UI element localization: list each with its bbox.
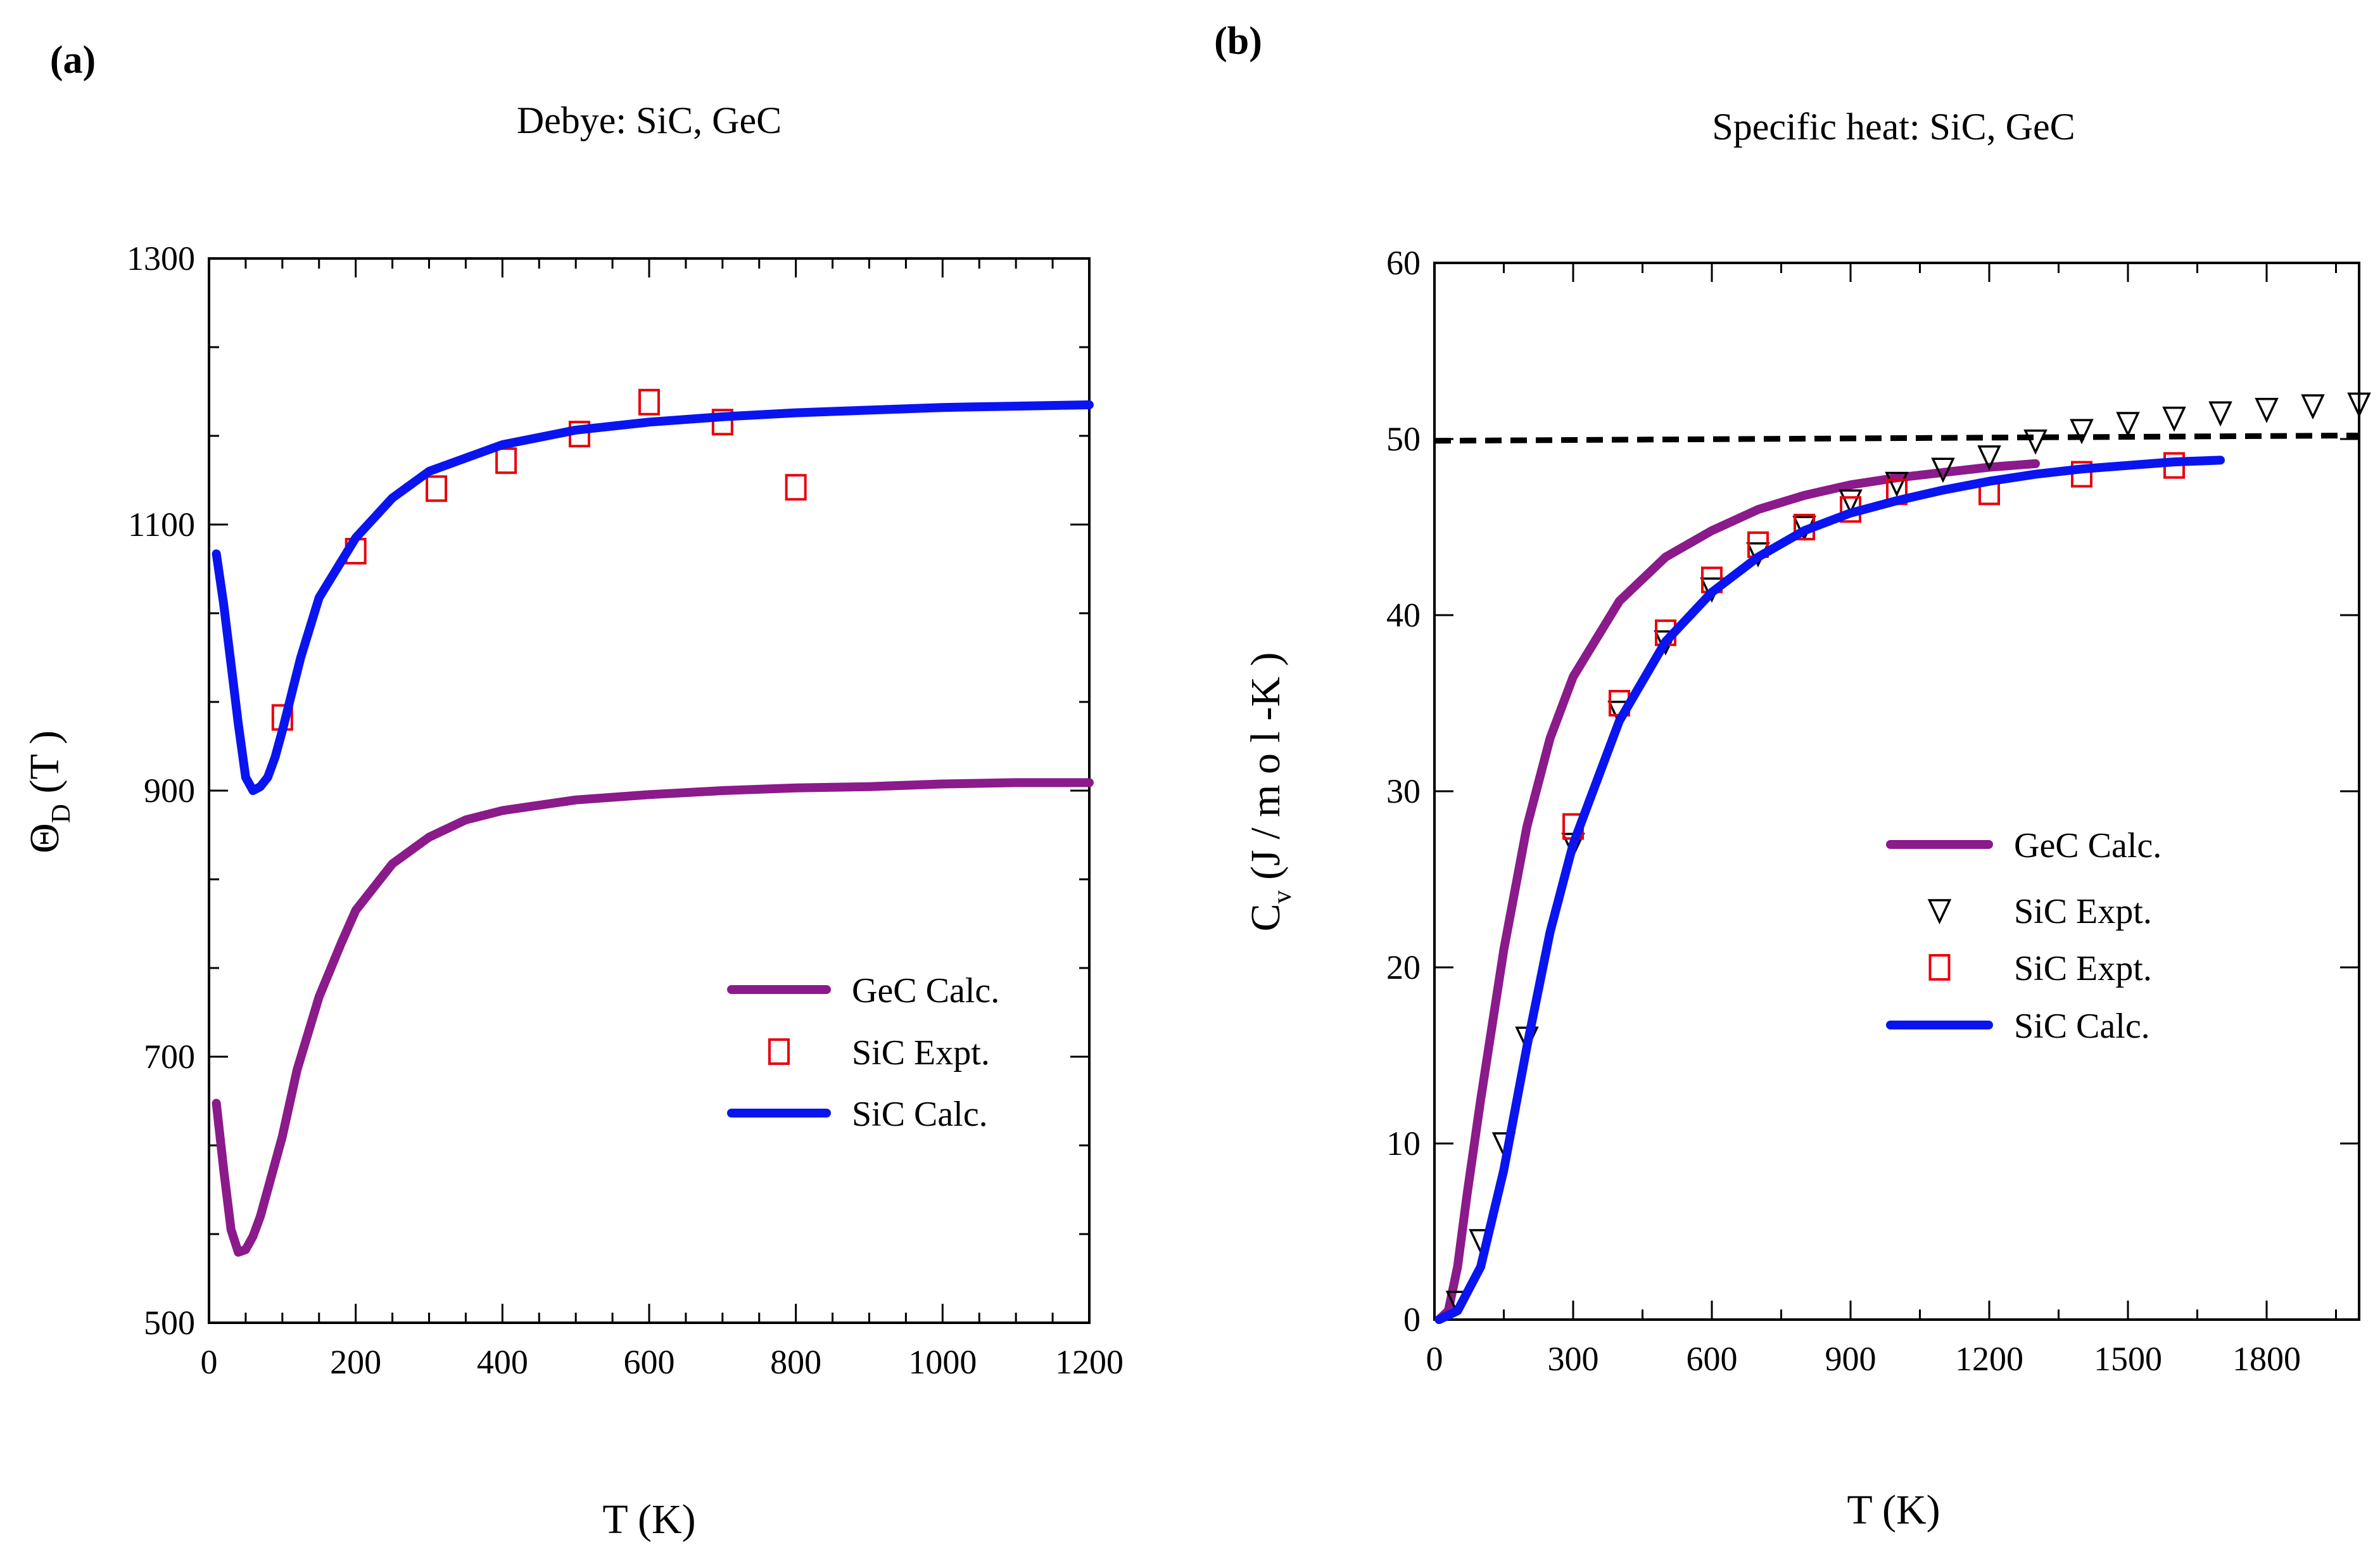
data-point [2301,394,2325,420]
y-tick-label: 1300 [127,239,195,277]
legend-label: SiC Expt. [2014,892,2152,931]
y-tick-label: 10 [1386,1124,1421,1162]
data-point [426,475,448,502]
data-point [1885,471,1909,497]
legend-label: SiC Expt. [2014,949,2152,988]
legend: GeC Calc. SiC Expt. SiC Calc. [727,971,999,1134]
y-tick-label: 700 [144,1038,195,1076]
y-tick-label: 500 [144,1304,195,1342]
data-point [1839,489,1863,515]
plot-area [1434,392,2371,1324]
y-axis-label-subscript: v [1268,890,1297,903]
series-line [1434,459,2040,1324]
x-tick-label: 800 [770,1343,821,1381]
x-tick-label: 900 [1825,1340,1877,1378]
data-point [2347,392,2371,418]
legend-marker-swatch [1928,954,1951,981]
x-tick-label: 0 [1426,1340,1443,1378]
reference-dashed-line [1434,432,2360,444]
x-tick-label: 600 [1687,1340,1738,1378]
series-line [1434,455,2225,1324]
x-tick-label: 200 [330,1343,381,1381]
data-point [2208,401,2232,427]
y-axis-label-symbol: Θ [22,823,68,853]
y-axis-label-symbol: C [1243,903,1289,931]
y-axis-label-subscript: D [47,804,76,823]
y-axis-label-unit: (T ) [22,730,68,804]
panel-label: (b) [1214,20,1262,63]
panel-a-debye-chart: (a) Debye: SiC, GeC 0 200 400 600 800 1000 1200 5… [22,39,1124,1543]
legend-marker-swatch [1927,899,1952,925]
chart-title: Specific heat: SiC, GeC [1712,106,2075,148]
series-1 [1445,392,2371,1316]
x-tick-label: 300 [1548,1340,1599,1378]
data-point [785,474,807,501]
y-tick-label: 50 [1386,420,1421,458]
series-3 [1434,455,2225,1324]
legend-label: GeC Calc. [852,971,999,1010]
x-tick-label: 1200 [1055,1343,1124,1381]
data-point [495,447,517,474]
series-2 [212,400,1094,795]
data-point [1931,457,1955,483]
x-tick-label: 1500 [2094,1340,2162,1378]
legend-label: SiC Expt. [852,1033,990,1073]
x-tick-label: 600 [624,1343,675,1381]
x-tick-label: 400 [477,1343,528,1381]
series-0 [1434,459,2040,1324]
legend: GeC Calc. SiC Expt. SiC Expt. SiC Calc. [1886,826,2162,1046]
series-line [212,778,1094,1257]
y-axis-label-unit: (J / m o l -K ) [1243,653,1289,891]
legend-marker-swatch [768,1038,790,1065]
data-point [2070,419,2094,445]
data-point [2162,406,2186,432]
y-tick-label: 30 [1386,772,1421,810]
data-point [1977,445,2001,471]
data-point [711,409,733,436]
legend-label: GeC Calc. [2014,826,2162,865]
y-tick-label: 20 [1386,948,1421,986]
x-tick-label: 1800 [2232,1340,2301,1378]
y-tick-label: 40 [1386,596,1421,634]
y-tick-label: 900 [144,772,195,810]
data-point [2023,430,2048,455]
data-point [2116,412,2140,438]
chart-title: Debye: SiC, GeC [517,99,782,141]
x-axis-label: T (K) [1847,1487,1940,1533]
x-tick-label: 1200 [1955,1340,2023,1378]
data-point [2255,397,2279,423]
y-tick-label: 0 [1403,1301,1421,1339]
x-axis-label: T (K) [602,1496,695,1543]
legend-label: SiC Calc. [852,1095,988,1134]
x-tick-label: 1000 [908,1343,977,1381]
y-tick-label: 60 [1386,244,1421,282]
y-axis-label: ΘD (T ) [22,730,76,853]
plot-area [212,388,1094,1257]
x-tick-label: 0 [201,1343,218,1381]
legend-label: SiC Calc. [2014,1007,2150,1046]
series-line [212,400,1094,795]
series-0 [212,778,1094,1257]
y-tick-label: 1100 [128,506,195,544]
y-axis-label: Cv (J / m o l -K ) [1243,653,1297,932]
data-point [638,388,660,416]
panel-label: (a) [50,39,96,82]
